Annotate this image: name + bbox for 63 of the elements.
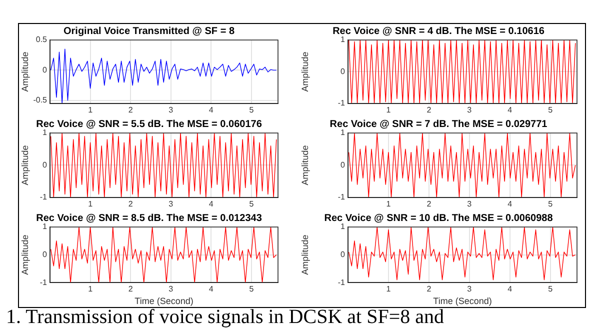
x-tick-label: 5 <box>548 105 554 114</box>
y-tick-label: 0 <box>42 160 48 170</box>
x-tick-label: 1 <box>88 105 94 114</box>
chart-title: Original Voice Transmitted @ SF = 8 <box>63 26 235 37</box>
y-tick-label: 0 <box>340 250 346 260</box>
y-tick-label: 0 <box>42 250 48 260</box>
y-tick-label: 1 <box>340 128 346 138</box>
x-tick-label: 1 <box>386 105 392 114</box>
chart-title: Rec Voice @ SNR = 4 dB. The MSE = 0.10616 <box>332 26 545 37</box>
chart-title: Rec Voice @ SNR = 5.5 dB. The MSE = 0.060176 <box>36 118 262 130</box>
x-tick-label: 2 <box>426 105 432 114</box>
x-tick-label: 2 <box>426 199 432 208</box>
y-axis-title: Amplitude <box>20 52 30 92</box>
y-tick-label: -0.5 <box>33 96 48 105</box>
x-tick-label: 4 <box>508 199 513 208</box>
x-tick-label: 5 <box>548 284 554 294</box>
chart-title: Rec Voice @ SNR = 8.5 dB. The MSE = 0.012343 <box>36 212 262 224</box>
y-axis-title: Amplitude <box>20 234 30 275</box>
x-tick-label: 1 <box>386 284 392 294</box>
y-tick-label: -1 <box>338 192 346 202</box>
y-axis-title: Amplitude <box>300 234 310 275</box>
x-tick-label: 1 <box>88 284 94 294</box>
x-tick-label: 4 <box>508 105 513 114</box>
y-tick-label: -1 <box>338 278 346 287</box>
y-tick-label: -1 <box>40 278 48 287</box>
x-tick-label: 4 <box>208 105 214 114</box>
x-tick-label: 3 <box>467 284 472 294</box>
x-tick-label: 2 <box>426 284 432 294</box>
y-tick-label: -1 <box>40 192 48 202</box>
x-axis-title: Time (Second) <box>134 296 194 306</box>
x-tick-label: 5 <box>249 284 254 294</box>
y-tick-label: 1 <box>340 35 346 44</box>
x-tick-label: 5 <box>548 199 554 208</box>
x-tick-label: 2 <box>128 284 134 294</box>
y-tick-label: 0 <box>340 66 346 76</box>
x-tick-label: 5 <box>249 105 254 114</box>
x-tick-label: 3 <box>467 105 472 114</box>
y-axis-title: Amplitude <box>20 145 30 186</box>
x-tick-label: 4 <box>208 199 214 208</box>
y-axis-title: Amplitude <box>300 145 310 186</box>
text: 1. Transmission of voice signals in DCSK at SF=8 and <box>6 306 444 328</box>
x-tick-label: 3 <box>467 199 472 208</box>
chart-title: Rec Voice @ SNR = 10 dB. The MSE = 0.0060988 <box>324 212 554 224</box>
x-tick-label: 3 <box>168 105 174 114</box>
x-tick-label: 1 <box>386 199 392 208</box>
x-tick-label: 3 <box>168 199 174 208</box>
y-tick-label: 0 <box>42 65 48 74</box>
y-tick-label: 1 <box>42 128 48 138</box>
x-tick-label: 5 <box>249 199 254 208</box>
x-axis-title: Time (Second) <box>433 296 492 306</box>
y-tick-label: 0 <box>340 160 346 170</box>
x-tick-label: 3 <box>168 284 174 294</box>
y-tick-label: -1 <box>338 98 346 108</box>
x-tick-label: 1 <box>88 199 94 208</box>
y-tick-label: 1 <box>42 222 48 232</box>
y-tick-label: 0.5 <box>36 35 48 44</box>
y-tick-label: 1 <box>340 222 346 232</box>
x-tick-label: 4 <box>508 284 513 294</box>
x-tick-label: 4 <box>208 284 214 294</box>
y-axis-title: Amplitude <box>300 52 310 92</box>
x-tick-label: 2 <box>128 199 134 208</box>
chart-title: Rec Voice @ SNR = 7 dB. The MSE = 0.029771 <box>330 118 548 130</box>
x-tick-label: 2 <box>128 105 134 114</box>
